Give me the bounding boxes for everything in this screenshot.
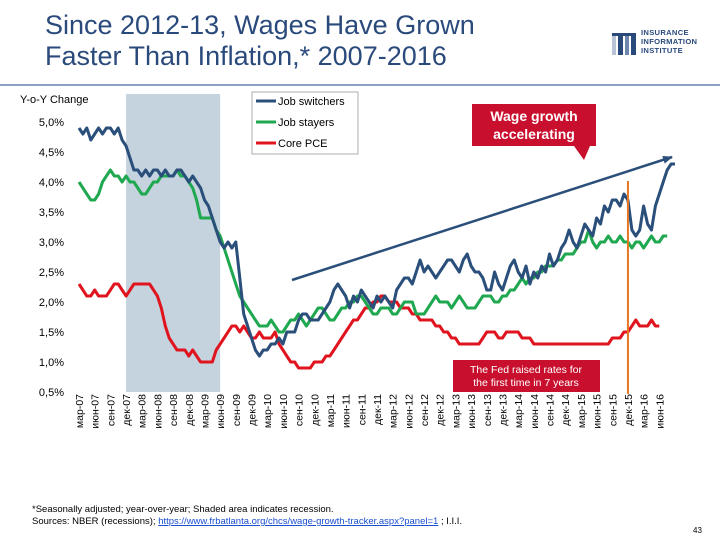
logo-line-3: INSTITUTE	[641, 46, 683, 55]
x-tick-label: дек-07	[121, 394, 133, 426]
page-number: 43	[693, 526, 702, 535]
x-tick-label: июн-12	[403, 394, 415, 429]
x-tick-label: сен-11	[356, 394, 368, 425]
x-tick-label: мар-16	[639, 394, 651, 428]
legend-label: Job switchers	[278, 96, 345, 108]
x-tick-label: мар-08	[137, 394, 149, 428]
x-tick-label: мар-15	[576, 394, 588, 428]
wage-callout-line-2: accelerating	[493, 126, 575, 142]
x-tick-label: мар-13	[450, 394, 462, 428]
y-tick-label: 1,0%	[39, 357, 64, 369]
y-tick-label: 2,0%	[39, 297, 64, 309]
trend-arrow	[291, 155, 673, 282]
x-tick-label: дек-10	[309, 394, 321, 426]
x-tick-label: сен-10	[294, 394, 306, 426]
fed-callout-line-2: the first time in 7 years	[473, 377, 579, 389]
x-tick-label: сен-14	[545, 394, 557, 426]
y-axis-title: Y-o-Y Change	[20, 94, 89, 106]
x-tick-label: июн-08	[152, 394, 164, 429]
x-tick-label: июн-16	[654, 394, 666, 429]
footnote: *Seasonally adjusted; year-over-year; Sh…	[32, 504, 462, 528]
x-tick-label: дек-15	[623, 394, 635, 426]
x-tick-label: июн-15	[592, 394, 604, 429]
x-tick-label: дек-14	[560, 394, 572, 426]
x-tick-label: дек-13	[497, 394, 509, 426]
title-line-1: Since 2012-13, Wages Have Grown	[45, 10, 475, 40]
logo-line-1: INSURANCE	[641, 28, 689, 37]
x-tick-label: мар-12	[388, 394, 400, 428]
sources-prefix: Sources: NBER (recessions);	[32, 516, 159, 527]
footnote-text: *Seasonally adjusted; year-over-year; Sh…	[32, 504, 334, 515]
x-tick-label: дек-08	[184, 394, 196, 426]
x-tick-label: дек-11	[372, 394, 384, 425]
slide-title: Since 2012-13, Wages Have Grown Faster T…	[45, 10, 585, 72]
x-tick-label: июн-09	[215, 394, 227, 429]
x-tick-label: сен-07	[105, 394, 117, 426]
x-tick-label: июн-13	[466, 394, 478, 429]
x-tick-label: дек-12	[435, 394, 447, 426]
x-tick-label: июн-14	[529, 394, 541, 429]
y-tick-label: 2,5%	[39, 267, 64, 279]
y-tick-label: 3,0%	[39, 237, 64, 249]
y-tick-label: 4,0%	[39, 177, 64, 189]
wage-callout-line-1: Wage growth	[490, 108, 577, 124]
fed-rate-callout	[453, 360, 600, 392]
x-tick-label: сен-09	[231, 394, 243, 426]
x-tick-label: июн-10	[278, 394, 290, 429]
fed-callout-line-1: The Fed raised rates for	[470, 364, 583, 376]
x-tick-label: июн-11	[341, 394, 353, 428]
y-tick-label: 1,5%	[39, 327, 64, 339]
legend-label: Core PCE	[278, 138, 328, 150]
series-line-job-switchers	[77, 126, 675, 358]
x-tick-label: мар-09	[199, 394, 211, 428]
x-tick-label: дек-09	[247, 394, 259, 426]
title-line-2: Faster Than Inflation,* 2007-2016	[45, 41, 447, 71]
x-tick-label: мар-07	[74, 394, 86, 428]
x-tick-label: сен-15	[607, 394, 619, 426]
y-tick-label: 0,5%	[39, 387, 64, 399]
logo-wordmark: INSURANCE INFORMATION INSTITUTE	[641, 28, 697, 55]
wage-growth-callout	[472, 104, 596, 160]
x-tick-label: мар-11	[325, 394, 337, 427]
source-link[interactable]: https://www.frbatlanta.org/chcs/wage-gro…	[158, 516, 439, 527]
legend-label: Job stayers	[278, 117, 335, 129]
recession-shading	[126, 94, 221, 392]
sources-suffix: ; I.I.I.	[438, 516, 463, 527]
x-tick-label: сен-13	[482, 394, 494, 426]
x-tick-label: июн-07	[90, 394, 102, 429]
logo-line-2: INFORMATION	[641, 37, 698, 46]
x-tick-label: мар-10	[262, 394, 274, 428]
sources-line: Sources: NBER (recessions); https://www.…	[32, 516, 462, 528]
x-tick-label: сен-12	[419, 394, 431, 426]
y-tick-label: 4,5%	[39, 147, 64, 159]
y-tick-label: 3,5%	[39, 207, 64, 219]
title-divider	[0, 84, 720, 86]
wage-growth-chart: 0,5% 1,0% 1,5% 2,0% 2,5% 3,0% 3,5% 4,0% 4,5% 5,0%…	[39, 91, 675, 429]
x-tick-label: мар-14	[513, 394, 525, 428]
iii-logo-icon	[612, 33, 636, 55]
legend: Job switchers Job stayers Core PCE	[251, 91, 359, 155]
y-tick-label: 5,0%	[39, 117, 64, 129]
x-tick-label: сен-08	[168, 394, 180, 426]
